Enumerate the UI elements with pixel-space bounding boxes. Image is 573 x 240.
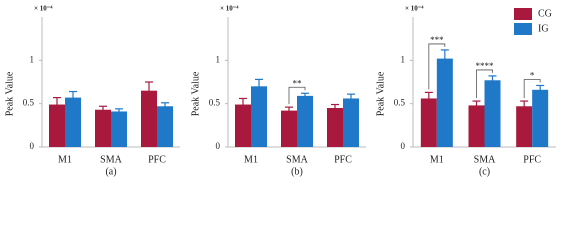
x-tick-label: PFC xyxy=(148,154,166,165)
bar xyxy=(235,104,251,147)
x-tick-label: M1 xyxy=(58,154,72,165)
error-bar xyxy=(145,81,153,100)
bar xyxy=(95,109,111,147)
bar xyxy=(532,89,549,147)
error-bar xyxy=(440,49,449,68)
y-multiplier: × 10⁻⁴ xyxy=(220,5,239,13)
bar xyxy=(141,90,157,147)
bar xyxy=(251,86,267,147)
error-bar xyxy=(161,102,169,110)
bar xyxy=(111,111,127,147)
bar xyxy=(281,110,297,147)
bar xyxy=(327,108,343,147)
bar xyxy=(420,98,437,147)
significance-bracket xyxy=(476,69,493,99)
error-bar xyxy=(424,91,433,105)
y-tick-label: 1 xyxy=(216,54,221,64)
error-bar xyxy=(536,84,545,95)
legend-swatch xyxy=(514,23,532,35)
error-bar xyxy=(255,78,263,94)
significance-bracket xyxy=(523,79,541,99)
y-axis-label: Peak Value xyxy=(190,71,201,116)
significance-bracket xyxy=(428,43,446,90)
error-bar xyxy=(347,93,355,103)
significance-bracket xyxy=(288,86,306,105)
error-bar xyxy=(239,97,247,111)
significance-label: *** xyxy=(430,35,444,45)
figure: × 10⁻⁴ Peak Value (a) 0 0.5 1 M1 SMA PFC × 10⁻⁴ Pe… xyxy=(4,5,556,177)
y-tick-label: 0 xyxy=(216,141,221,151)
error-bar xyxy=(520,100,529,112)
bar xyxy=(297,95,313,147)
significance-label: * xyxy=(530,71,535,81)
y-axis-label: Peak Value xyxy=(375,71,386,116)
y-tick-label: 1 xyxy=(30,54,35,64)
bar xyxy=(157,106,173,147)
y-tick-label: 0.5 xyxy=(394,98,406,108)
y-tick-label: 0 xyxy=(401,141,406,151)
legend-swatch xyxy=(514,8,532,20)
x-tick-label: SMA xyxy=(474,154,496,165)
panel: × 10⁻⁴ Peak Value (b) 0 0.5 1 M1 SMA ** PFC xyxy=(190,5,366,177)
y-tick-label: 0.5 xyxy=(23,98,35,108)
bar xyxy=(484,80,501,147)
y-axis-label: Peak Value xyxy=(4,71,15,116)
bar xyxy=(468,105,485,147)
x-tick-label: SMA xyxy=(286,154,308,165)
x-tick-label: PFC xyxy=(523,154,541,165)
x-tick-label: SMA xyxy=(100,154,122,165)
error-bar xyxy=(53,96,61,112)
bar xyxy=(343,98,359,147)
error-bar xyxy=(99,105,107,114)
y-tick-label: 1 xyxy=(401,54,406,64)
error-bar xyxy=(115,108,123,115)
error-bar xyxy=(488,75,497,85)
y-multiplier: × 10⁻⁴ xyxy=(405,5,424,13)
error-bar xyxy=(301,92,309,99)
caption: (a) xyxy=(105,166,116,177)
caption: (b) xyxy=(291,166,303,177)
y-tick-label: 0 xyxy=(30,141,35,151)
legend-label: CG xyxy=(538,8,552,19)
x-tick-label: PFC xyxy=(334,154,352,165)
error-bar xyxy=(331,103,339,112)
y-tick-label: 0.5 xyxy=(209,98,221,108)
bar xyxy=(516,106,533,147)
bar xyxy=(436,58,453,147)
y-multiplier: × 10⁻⁴ xyxy=(34,5,53,13)
panel: × 10⁻⁴ Peak Value (a) 0 0.5 1 M1 SMA PFC xyxy=(4,5,180,177)
error-bar xyxy=(472,100,481,110)
significance-label: **** xyxy=(476,61,495,71)
error-bar xyxy=(69,90,77,104)
caption: (c) xyxy=(479,166,490,177)
x-tick-label: M1 xyxy=(244,154,258,165)
x-tick-label: M1 xyxy=(430,154,444,165)
panel: × 10⁻⁴ Peak Value (c) 0 0.5 1 M1 *** SMA **** PFC *… xyxy=(375,5,556,177)
bar xyxy=(65,97,81,147)
error-bar xyxy=(285,106,293,115)
bar xyxy=(49,104,65,147)
significance-label: ** xyxy=(293,78,303,88)
legend-label: IG xyxy=(538,23,549,34)
